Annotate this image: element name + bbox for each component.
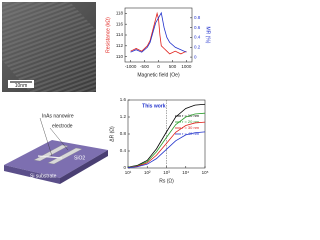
y2-tick-label: 0.8 <box>194 15 201 20</box>
legend-label: r = 30 nm <box>182 125 200 130</box>
x-tick-label: 10¹ <box>125 170 132 175</box>
y-tick-label: 116 <box>116 21 124 26</box>
y-tick-label: 0 <box>123 165 126 170</box>
device-schematic: InAs nanowire electrode SiO2 Si substrat… <box>4 113 108 184</box>
label: Si substrate <box>30 173 57 179</box>
x-tick-label: -500 <box>140 64 150 69</box>
series-line <box>130 11 187 55</box>
legend-label: r = 20 nm <box>182 119 200 124</box>
y-tick-label: 112 <box>116 43 124 48</box>
annotation: This work <box>142 103 166 109</box>
series-line <box>127 131 206 168</box>
scale-box <box>8 80 34 88</box>
x-tick-label: 10⁵ <box>202 170 209 175</box>
y-tick-label: 114 <box>116 32 124 37</box>
x-tick-label: 10³ <box>163 170 170 175</box>
y2-tick-label: 0.4 <box>194 35 201 40</box>
y-tick-label: 1.6 <box>120 97 127 102</box>
label: SiO2 <box>74 155 85 161</box>
x-axis-label: Magnetic field (Oe) <box>137 72 180 78</box>
y-tick-label: 110 <box>116 54 124 59</box>
series-line <box>127 112 206 168</box>
y2-tick-label: 0.2 <box>194 44 201 49</box>
plot-frame <box>124 7 193 63</box>
label: electrode <box>52 123 73 129</box>
x-tick-label: 10² <box>144 170 151 175</box>
tem-image: 10nm <box>2 2 96 92</box>
label: InAs nanowire <box>42 113 74 119</box>
figure: 10nm InAs nanowire electrode SiO2 Si sub… <box>2 2 211 184</box>
series-line <box>130 11 187 53</box>
x-tick-label: 1000 <box>181 64 192 69</box>
series-line <box>127 121 206 168</box>
legend-label: r = 40 nm <box>182 131 200 136</box>
y2-axis-label: MR (%) <box>205 27 211 44</box>
x-tick-label: -1000 <box>125 64 137 69</box>
x-axis-label: Rs (Ω) <box>159 178 174 184</box>
scale-label: 10nm <box>15 83 28 89</box>
y-axis-label: ΔR (Ω) <box>109 126 115 142</box>
y2-tick-label: 0 <box>194 54 197 59</box>
y2-tick-label: 0.6 <box>194 25 201 30</box>
x-tick-label: 500 <box>169 64 177 69</box>
y-tick-label: 118 <box>116 11 124 16</box>
y-axis-label: Resistance (kΩ) <box>105 17 111 53</box>
x-tick-label: 10⁴ <box>182 170 189 175</box>
x-tick-label: 0 <box>157 64 160 69</box>
series-line <box>127 103 206 168</box>
y-tick-label: 0.4 <box>120 148 127 153</box>
y-tick-label: 0.8 <box>120 131 127 136</box>
y-tick-label: 1.2 <box>120 114 127 119</box>
